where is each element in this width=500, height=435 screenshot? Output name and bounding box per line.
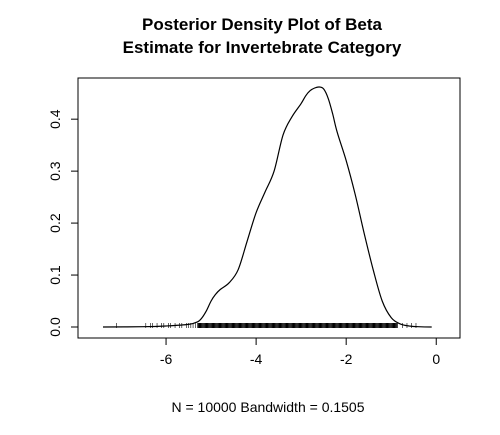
x-tick-label: 0 bbox=[432, 351, 440, 367]
x-tick-label: -4 bbox=[250, 351, 263, 367]
chart-title: Posterior Density Plot of Beta Estimate … bbox=[123, 15, 402, 57]
y-tick-label: 0.3 bbox=[47, 161, 63, 181]
y-tick-label: 0.1 bbox=[47, 265, 63, 285]
y-axis: 0.0 0.1 0.2 0.3 0.4 bbox=[47, 109, 79, 337]
density-series bbox=[102, 86, 432, 328]
x-axis: -6 -4 -2 0 bbox=[160, 337, 440, 367]
x-tick-label: -6 bbox=[160, 351, 173, 367]
y-tick-label: 0.4 bbox=[47, 109, 63, 129]
rug-marks bbox=[116, 323, 417, 328]
x-axis-label: N = 10000 Bandwidth = 0.1505 bbox=[171, 399, 364, 415]
chart-title-line-1: Posterior Density Plot of Beta bbox=[142, 15, 382, 34]
y-tick-label: 0.0 bbox=[47, 317, 63, 337]
x-tick-label: -2 bbox=[340, 351, 353, 367]
y-tick-label: 0.2 bbox=[47, 213, 63, 233]
density-curve bbox=[102, 86, 432, 328]
plot-frame bbox=[77, 77, 461, 339]
chart-title-line-2: Estimate for Invertebrate Category bbox=[123, 38, 402, 57]
